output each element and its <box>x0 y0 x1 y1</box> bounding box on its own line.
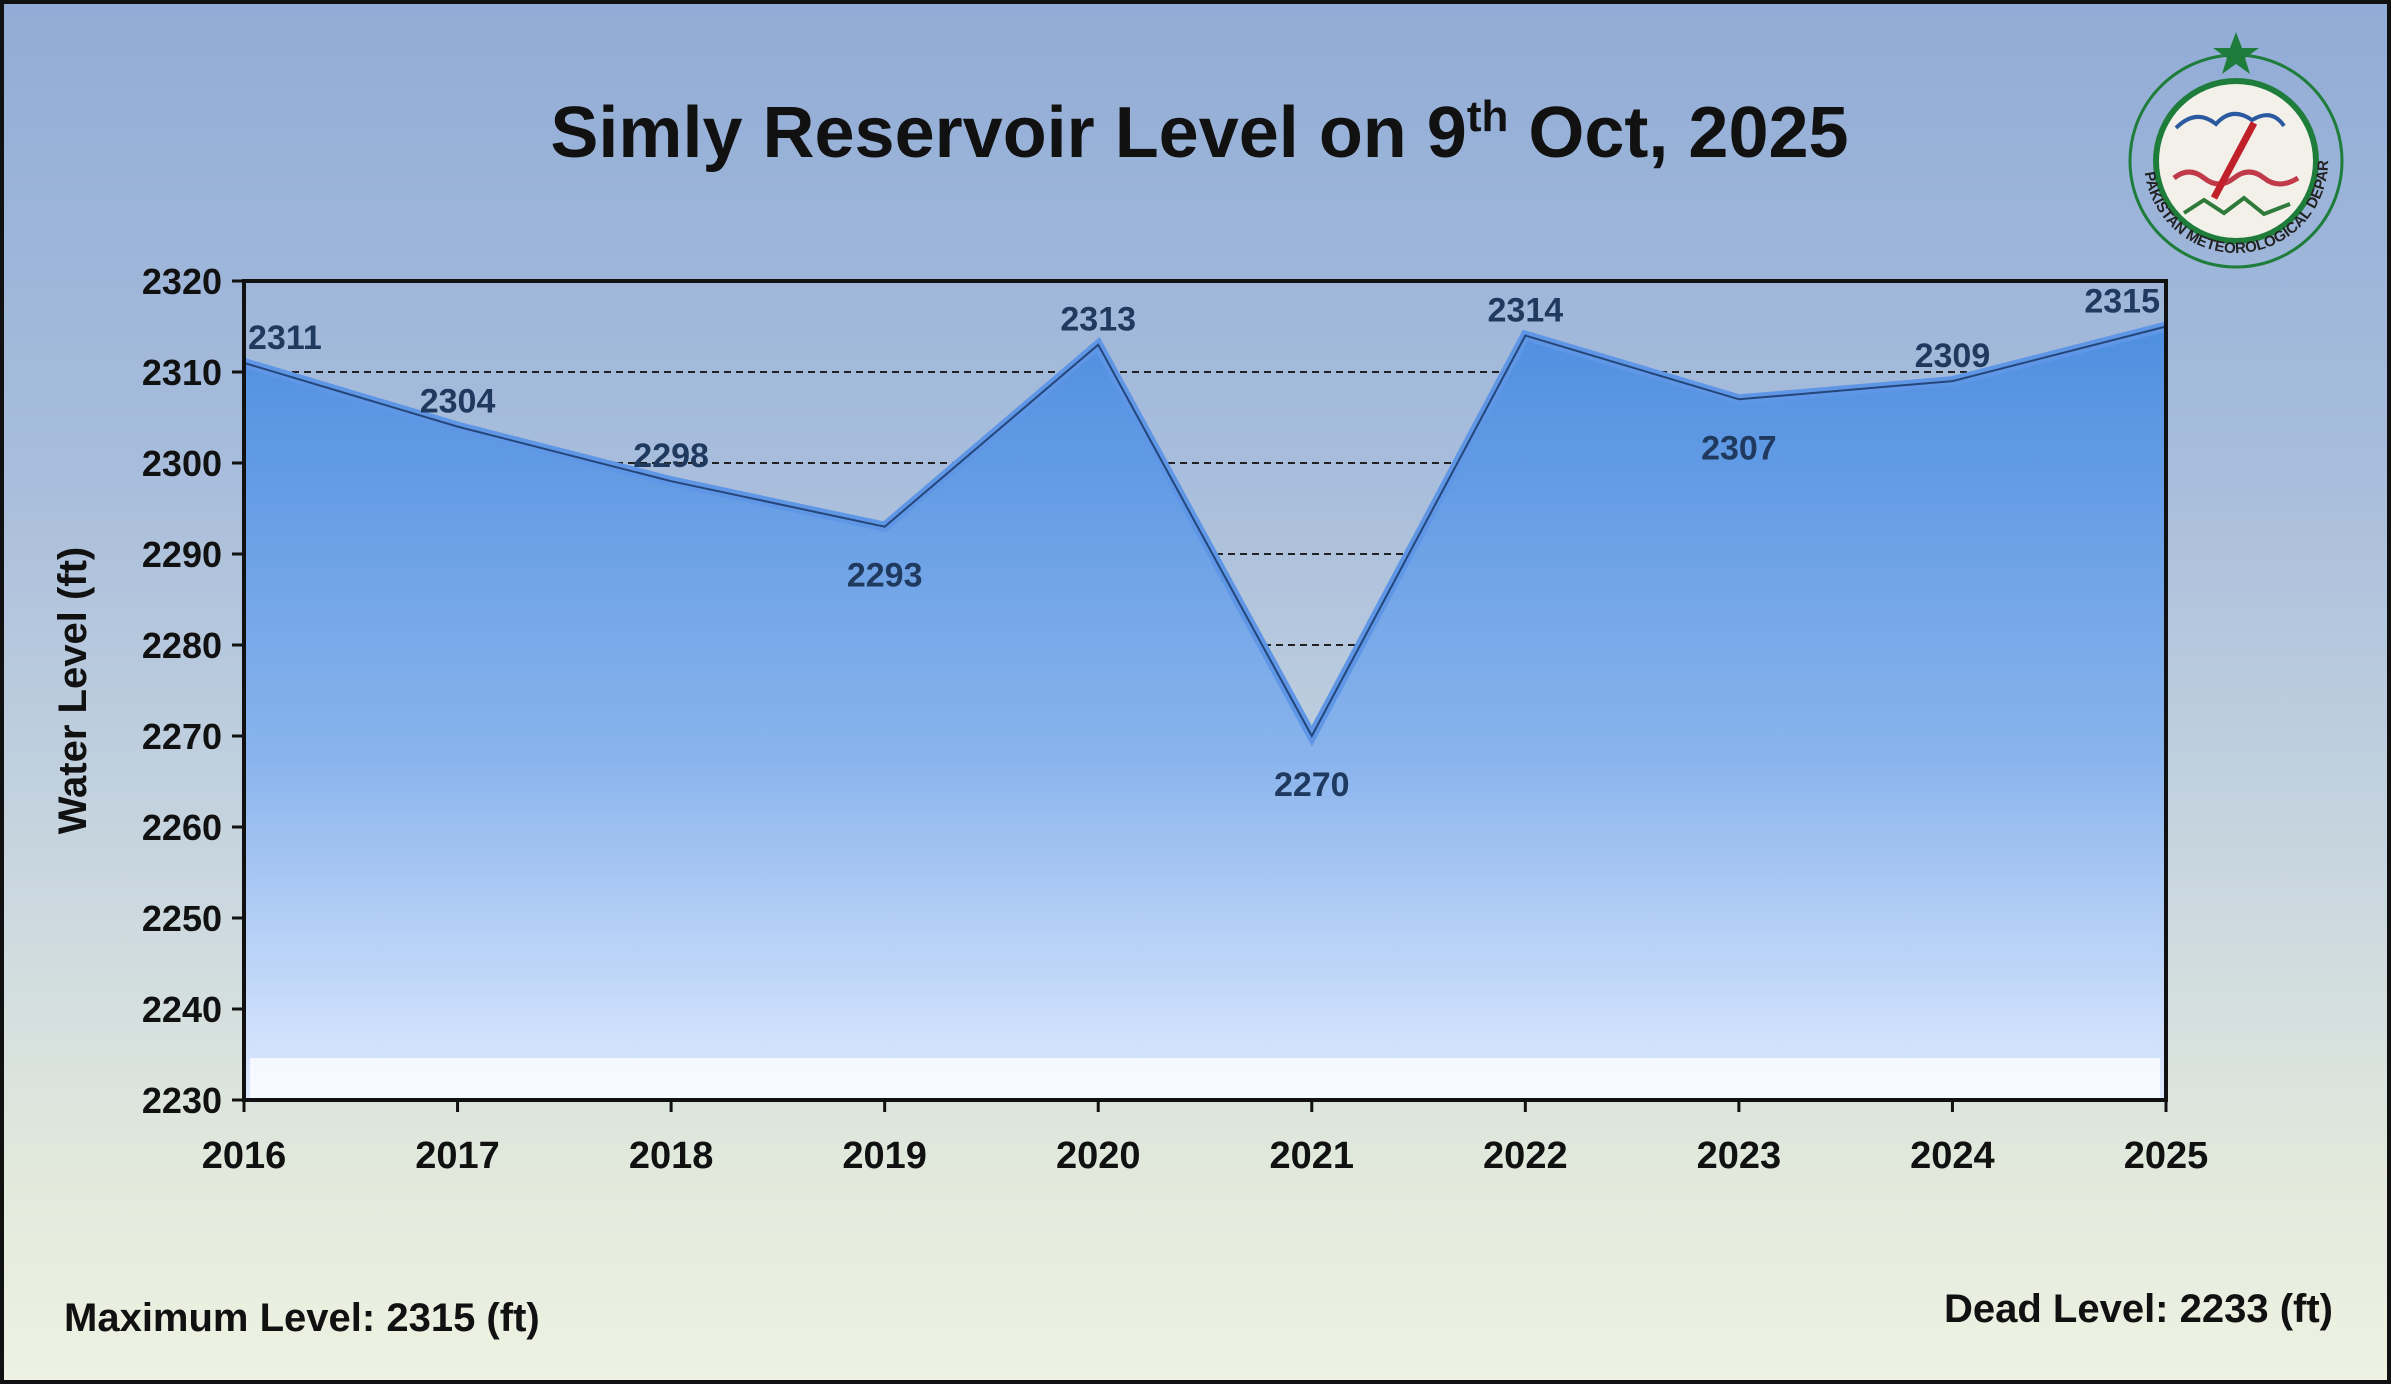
x-tick-label: 2020 <box>1056 1135 1141 1177</box>
x-tick-label: 2017 <box>415 1135 500 1177</box>
x-tick-label: 2018 <box>629 1135 714 1177</box>
area-chart: 2230 2240 2250 2260 2270 2280 2290 2300 2310 2320… <box>51 261 2208 1177</box>
data-labels: 2311 2304 2298 2293 2313 2270 2314 2307 2309 2315 <box>248 283 2160 805</box>
logo-cloud-icon <box>2174 112 2286 130</box>
pmd-logo: PAKISTAN METEOROLOGICAL DEPARTMENT <box>2114 28 2344 269</box>
x-tick-label: 2024 <box>1910 1135 1995 1177</box>
chart-title: Simly Reservoir Level on 9th Oct, 2025 <box>4 92 2387 174</box>
x-tick-label: 2022 <box>1483 1135 1568 1177</box>
y-axis-label: Water Level (ft) <box>51 547 95 834</box>
y-tick-label: 2270 <box>142 716 222 757</box>
maximum-level-note: Maximum Level: 2315 (ft) <box>64 1296 540 1340</box>
title-main: Simly Reservoir Level on 9 <box>550 93 1467 173</box>
data-label: 2270 <box>1274 766 1350 804</box>
x-tick-label: 2016 <box>202 1135 287 1177</box>
y-tick-label: 2280 <box>142 625 222 666</box>
area-base-highlight <box>250 1058 2160 1098</box>
series-area <box>242 321 2168 1100</box>
dead-level-note: Dead Level: 2233 (ft) <box>1943 1287 2333 1331</box>
data-label: 2293 <box>847 557 923 595</box>
plot-border <box>242 279 2168 1102</box>
y-tick-label: 2250 <box>142 898 222 939</box>
x-tick-label: 2021 <box>1270 1135 1355 1177</box>
logo-hills-icon <box>2182 195 2291 217</box>
logo-outer-ring <box>2128 53 2344 269</box>
logo-star-icon <box>2213 32 2259 74</box>
x-tick-label: 2025 <box>2124 1135 2209 1177</box>
logo-wave-icon <box>2172 169 2300 187</box>
y-tick-label: 2320 <box>142 261 222 302</box>
series-line-edge <box>243 325 2167 739</box>
y-tick-label: 2260 <box>142 807 222 848</box>
data-label: 2309 <box>1915 337 1991 375</box>
x-tick-label: 2023 <box>1697 1135 1782 1177</box>
x-tick-label: 2019 <box>842 1135 927 1177</box>
y-tick-label: 2300 <box>142 443 222 484</box>
data-label: 2298 <box>633 437 709 475</box>
data-label: 2307 <box>1701 429 1777 467</box>
title-superscript: th <box>1466 92 1509 141</box>
data-label: 2314 <box>1488 292 1564 330</box>
data-label: 2304 <box>420 383 496 421</box>
y-tick-label: 2290 <box>142 534 222 575</box>
data-label: 2315 <box>2084 283 2160 321</box>
y-tick-label: 2310 <box>142 352 222 393</box>
logo-arrow-icon <box>2210 121 2258 200</box>
axes: 2230 2240 2250 2260 2270 2280 2290 2300 2310 2320… <box>142 261 2208 1177</box>
data-label: 2311 <box>248 319 322 357</box>
y-tick-label: 2230 <box>142 1080 222 1121</box>
data-label: 2313 <box>1060 301 1136 339</box>
title-tail: Oct, 2025 <box>1508 93 1849 173</box>
y-tick-label: 2240 <box>142 989 222 1030</box>
area-fill <box>244 326 2166 1100</box>
